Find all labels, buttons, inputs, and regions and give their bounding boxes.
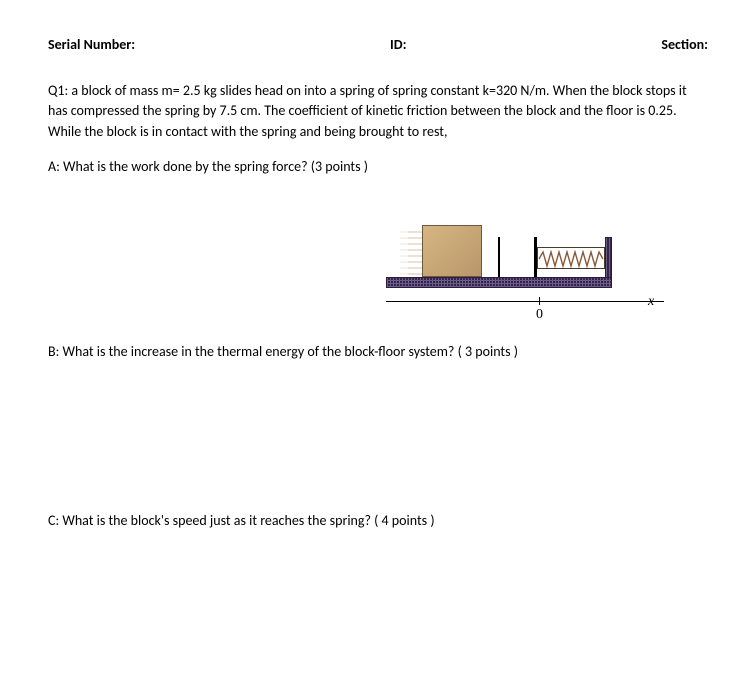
spring-icon	[537, 247, 605, 269]
question-part-c: C: What is the block's speed just as it …	[48, 512, 708, 529]
axis-tick-icon	[539, 297, 540, 305]
axis-line-icon	[386, 301, 664, 302]
section-label: Section:	[661, 36, 708, 53]
serial-number-label: Serial Number:	[48, 36, 135, 53]
axis-origin-label: 0	[536, 307, 543, 323]
axis-x-label: x	[648, 294, 654, 310]
id-label: ID:	[390, 36, 406, 53]
question-part-b: B: What is the increase in the thermal e…	[48, 343, 708, 360]
question-part-a: A: What is the work done by the spring f…	[48, 158, 708, 175]
floor-icon	[386, 277, 612, 288]
origin-marker-icon	[498, 237, 500, 277]
block-icon	[422, 225, 482, 277]
question-stem: Q1: a block of mass m= 2.5 kg slides hea…	[48, 81, 708, 142]
figure: x 0	[48, 215, 708, 325]
